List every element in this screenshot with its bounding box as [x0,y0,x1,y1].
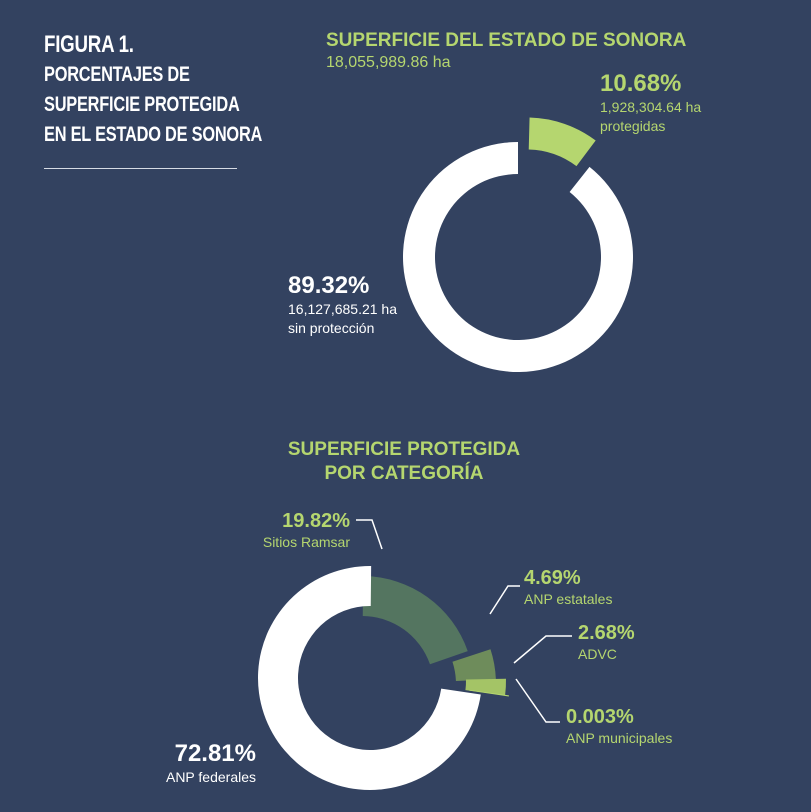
chart1-subtitle: 18,055,989.86 ha [326,54,451,71]
figure-number: FIGURA 1. [44,31,134,58]
chart1-unprotected-percent: 89.32% [288,272,370,299]
chart2-ramsar-percent: 19.82% [282,510,350,532]
chart1-protected-percent: 10.68% [600,70,682,97]
chart2-municipales-percent: 0.003% [566,706,634,728]
chart2-estatales-name: ANP estatales [524,591,613,607]
chart2-ramsar-name: Sitios Ramsar [262,534,350,550]
chart2-label-advc: 2.68% ADVC [578,622,635,664]
chart1-label-protected: 10.68% 1,928,304.64 ha protegidas [600,70,701,136]
chart2-label-municipales: 0.003% ANP municipales [566,706,672,748]
chart1-label-unprotected: 89.32% 16,127,685.21 ha sin protección [288,272,397,338]
chart2-title: SUPERFICIE PROTEGIDA POR CATEGORÍA [284,438,524,486]
leader-line-municipales [515,678,560,723]
figure-heading: FIGURA 1. PORCENTAJES DE SUPERFICIE PROT… [44,30,262,150]
chart2-slice-ramsar [362,576,468,665]
chart2-slice-federales [258,565,481,791]
chart2-federales-name: ANP federales [165,769,256,785]
chart2-municipales-name: ANP municipales [566,730,673,746]
chart2-label-ramsar: 19.82% Sitios Ramsar [232,510,350,552]
figure-title-line-1: PORCENTAJES DE [44,63,190,86]
chart1-unprotected-area: 16,127,685.21 ha [288,301,397,317]
chart1-slice-protected [528,117,596,167]
chart2-label-federales: 72.81% ANP federales [140,740,256,787]
figure-title-line-3: EN EL ESTADO DE SONORA [44,123,263,146]
chart2-donut [258,565,509,791]
chart2-title-line-1: SUPERFICIE PROTEGIDA [287,439,521,460]
heading-divider [44,168,237,169]
chart2-slice-estatales [452,649,496,682]
chart1-protected-area: 1,928,304.64 ha [600,99,702,115]
leader-line-estatales [489,585,520,615]
chart2-federales-percent: 72.81% [174,740,256,767]
figure-title-line-2: SUPERFICIE PROTEGIDA [44,93,240,116]
chart2-label-estatales: 4.69% ANP estatales [524,567,612,609]
chart1-slice-unprotected [402,142,633,373]
chart2-advc-name: ADVC [578,646,617,662]
chart1-title: SUPERFICIE DEL ESTADO DE SONORA [326,30,687,51]
chart1-protected-text: protegidas [600,118,666,134]
chart1-donut [402,117,633,373]
chart2-slice-municipales [469,689,509,697]
leader-line-ramsar [356,519,383,550]
chart1-unprotected-text: sin protección [288,320,375,336]
chart2-advc-percent: 2.68% [578,622,635,644]
chart2-estatales-percent: 4.69% [524,567,581,589]
leader-line-advc [513,635,572,664]
chart2-title-line-2: POR CATEGORÍA [324,463,484,484]
